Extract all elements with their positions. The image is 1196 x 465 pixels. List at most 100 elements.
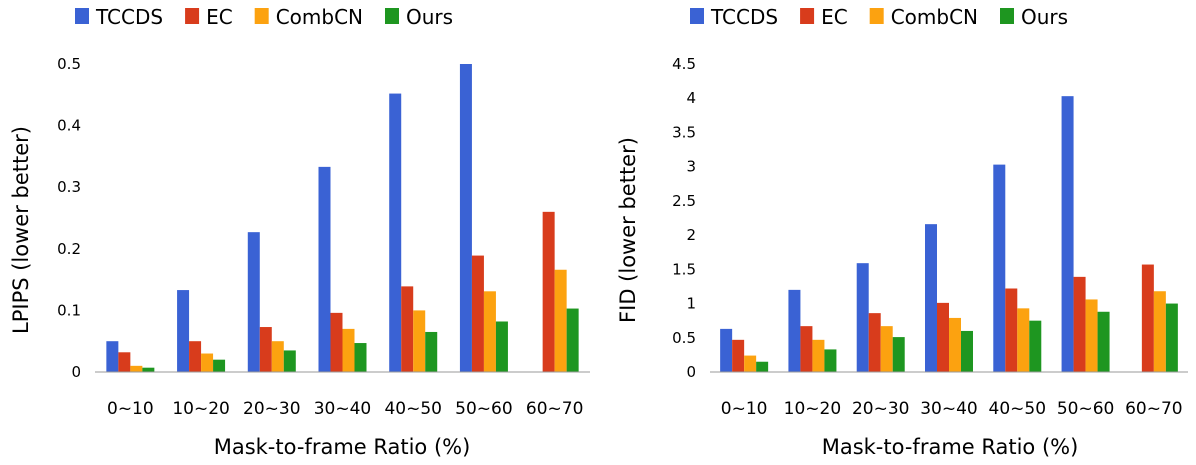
legend-label-ec: EC [206, 5, 233, 29]
x-tick-label: 50~60 [455, 399, 513, 419]
bar-ours-10-20 [824, 349, 837, 372]
bar-tccds-20-30 [247, 232, 260, 372]
legend-label-ours: Ours [1021, 5, 1068, 29]
bar-ours-0-10 [756, 361, 769, 372]
x-tick-label: 30~40 [314, 399, 372, 419]
bar-combcn-40-50 [1017, 308, 1030, 372]
bar-tccds-50-60 [1061, 96, 1074, 373]
y-tick-label: 0.4 [57, 117, 81, 135]
y-axis-title: FID (lower better) [616, 137, 640, 323]
bar-tccds-40-50 [993, 164, 1006, 372]
bar-combcn-50-60 [483, 291, 496, 372]
legend-swatch-ec [800, 8, 815, 24]
bar-combcn-20-30 [880, 326, 893, 372]
legend-label-tccds: TCCDS [95, 5, 163, 29]
bar-ec-30-40 [937, 302, 949, 372]
bar-tccds-0-10 [106, 341, 119, 372]
bar-ours-50-60 [495, 321, 508, 372]
y-tick-label: 2 [686, 226, 696, 244]
legend-swatch-combcn [869, 8, 884, 24]
bar-ours-20-30 [283, 350, 296, 372]
y-tick-label: 0.3 [57, 178, 81, 196]
bar-ec-0-10 [732, 339, 745, 372]
bar-combcn-40-50 [413, 310, 426, 372]
y-axis-title: LPIPS (lower better) [9, 126, 33, 334]
legend-label-ours: Ours [406, 5, 453, 29]
x-tick-label: 20~30 [852, 399, 910, 419]
bar-combcn-30-40 [949, 317, 961, 372]
bar-ec-50-60 [471, 255, 484, 372]
x-tick-label: 40~50 [989, 399, 1047, 419]
bar-combcn-10-20 [201, 353, 214, 372]
legend-swatch-ec [185, 8, 200, 24]
x-tick-label: 0~10 [721, 399, 768, 419]
x-tick-label: 50~60 [1057, 399, 1115, 419]
bar-combcn-0-10 [744, 355, 757, 372]
bar-tccds-10-20 [177, 290, 190, 372]
bar-ours-40-50 [1029, 320, 1042, 372]
legend-swatch-tccds [75, 8, 89, 24]
bar-combcn-50-60 [1085, 299, 1098, 372]
x-tick-label: 10~20 [172, 399, 230, 419]
bar-ec-40-50 [1005, 288, 1018, 372]
y-tick-label: 1.5 [672, 260, 696, 278]
bar-ours-60-70 [566, 308, 579, 372]
bar-ec-60-70 [1141, 264, 1154, 372]
bar-combcn-10-20 [812, 339, 825, 372]
legend-label-tccds: TCCDS [710, 5, 778, 29]
bar-ec-60-70 [542, 211, 555, 372]
y-tick-label: 0.5 [672, 329, 696, 347]
bar-ours-50-60 [1097, 311, 1110, 372]
bar-ours-30-40 [354, 343, 367, 372]
bar-ours-60-70 [1165, 303, 1178, 372]
y-tick-label: 4 [686, 89, 696, 107]
bar-tccds-0-10 [720, 328, 733, 372]
y-tick-label: 0 [686, 363, 696, 381]
x-tick-label: 40~50 [384, 399, 442, 419]
bar-combcn-30-40 [342, 328, 355, 372]
legend: TCCDS EC CombCN Ours [690, 5, 1068, 29]
bar-combcn-60-70 [554, 269, 567, 372]
legend-label-combcn: CombCN [276, 5, 363, 29]
legend-label-combcn: CombCN [891, 5, 978, 29]
bar-ec-20-30 [868, 313, 881, 372]
lpips-chart: 0 0.1 0.2 0.3 0.4 0.5 0~10 10~20 20~30 30~40 40~50… [9, 5, 590, 459]
y-tick-label: 0.5 [57, 55, 81, 73]
bar-tccds-20-30 [856, 263, 869, 372]
y-tick-label: 0 [71, 363, 81, 381]
bar-ec-0-10 [118, 352, 131, 372]
x-axis-title: Mask-to-frame Ratio (%) [214, 435, 471, 459]
bar-combcn-60-70 [1153, 291, 1166, 372]
x-tick-label: 30~40 [920, 399, 978, 419]
bar-combcn-0-10 [130, 365, 143, 372]
legend-swatch-ours [1000, 8, 1014, 24]
legend-label-ec: EC [821, 5, 848, 29]
bar-ec-50-60 [1073, 276, 1086, 372]
bar-ec-40-50 [401, 286, 414, 372]
y-tick-label: 3 [686, 158, 696, 176]
x-axis-title: Mask-to-frame Ratio (%) [822, 435, 1079, 459]
y-tick-label: 3.5 [672, 123, 696, 141]
y-tick-label: 1 [686, 295, 696, 313]
x-tick-label: 10~20 [784, 399, 842, 419]
bar-tccds-30-40 [925, 224, 937, 372]
bar-ec-30-40 [330, 312, 343, 372]
fid-chart: 0 0.5 1 1.5 2 2.5 3 3.5 4 4.5 0~10 10~20 20~30 30~40 4… [616, 5, 1188, 459]
legend-swatch-tccds [690, 8, 704, 24]
bar-ec-10-20 [800, 326, 813, 372]
y-tick-label: 0.2 [57, 240, 81, 258]
bar-tccds-30-40 [318, 166, 331, 372]
legend-swatch-ours [385, 8, 399, 24]
bar-ec-10-20 [189, 341, 202, 372]
y-tick-label: 2.5 [672, 192, 696, 210]
x-tick-label: 20~30 [243, 399, 301, 419]
y-tick-label: 4.5 [672, 55, 696, 73]
y-tick-label: 0.1 [57, 301, 81, 319]
x-tick-label: 60~70 [526, 399, 584, 419]
bar-ours-30-40 [961, 330, 973, 372]
legend: TCCDS EC CombCN Ours [75, 5, 453, 29]
bar-tccds-50-60 [459, 64, 472, 372]
bar-ours-0-10 [142, 367, 155, 372]
bar-tccds-10-20 [788, 289, 801, 372]
